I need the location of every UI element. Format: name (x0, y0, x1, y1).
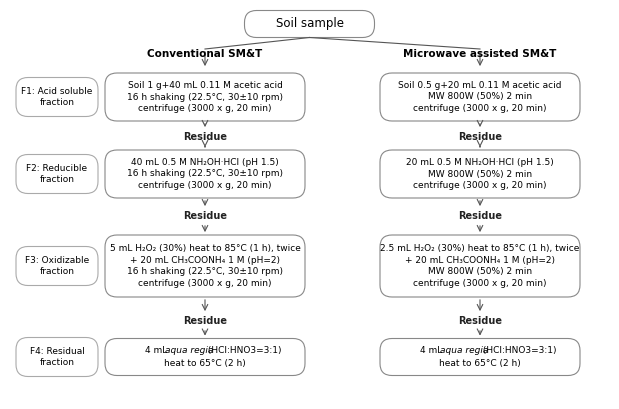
FancyBboxPatch shape (105, 235, 305, 297)
Text: MW 800W (50%) 2 min: MW 800W (50%) 2 min (428, 92, 532, 101)
Text: 40 mL 0.5 M NH₂OH·HCl (pH 1.5): 40 mL 0.5 M NH₂OH·HCl (pH 1.5) (131, 158, 279, 167)
Text: Soil 0.5 g+20 mL 0.11 M acetic acid: Soil 0.5 g+20 mL 0.11 M acetic acid (398, 81, 562, 90)
FancyBboxPatch shape (16, 247, 98, 285)
Text: centrifuge (3000 x g, 20 min): centrifuge (3000 x g, 20 min) (413, 181, 547, 190)
Text: F4: Residual
fraction: F4: Residual fraction (30, 346, 84, 367)
Text: F1: Acid soluble
fraction: F1: Acid soluble fraction (21, 87, 93, 108)
Text: centrifuge (3000 x g, 20 min): centrifuge (3000 x g, 20 min) (138, 181, 272, 190)
Text: MW 800W (50%) 2 min: MW 800W (50%) 2 min (428, 169, 532, 178)
FancyBboxPatch shape (380, 235, 580, 297)
FancyBboxPatch shape (245, 11, 374, 38)
Text: heat to 65°C (2 h): heat to 65°C (2 h) (164, 359, 246, 368)
FancyBboxPatch shape (105, 339, 305, 375)
Text: 16 h shaking (22.5°C, 30±10 rpm): 16 h shaking (22.5°C, 30±10 rpm) (127, 92, 283, 101)
Text: Residue: Residue (458, 132, 502, 142)
FancyBboxPatch shape (380, 73, 580, 121)
Text: + 20 mL CH₃COONH₄ 1 M (pH=2): + 20 mL CH₃COONH₄ 1 M (pH=2) (130, 256, 280, 265)
Text: Residue: Residue (183, 211, 227, 221)
Text: centrifuge (3000 x g, 20 min): centrifuge (3000 x g, 20 min) (138, 104, 272, 113)
Text: centrifuge (3000 x g, 20 min): centrifuge (3000 x g, 20 min) (138, 279, 272, 288)
Text: 4 mL: 4 mL (145, 346, 170, 355)
FancyBboxPatch shape (16, 155, 98, 193)
Text: + 20 mL CH₃COONH₄ 1 M (pH=2): + 20 mL CH₃COONH₄ 1 M (pH=2) (405, 256, 555, 265)
Text: aqua regia: aqua regia (165, 346, 213, 355)
Text: heat to 65°C (2 h): heat to 65°C (2 h) (439, 359, 521, 368)
Text: 16 h shaking (22.5°C, 30±10 rpm): 16 h shaking (22.5°C, 30±10 rpm) (127, 267, 283, 276)
Text: (HCl:HNO3=3:1): (HCl:HNO3=3:1) (205, 346, 282, 355)
Text: Soil sample: Soil sample (275, 18, 344, 31)
FancyBboxPatch shape (380, 150, 580, 198)
Text: Microwave assisted SM&T: Microwave assisted SM&T (404, 49, 556, 59)
Text: 2.5 mL H₂O₂ (30%) heat to 85°C (1 h), twice: 2.5 mL H₂O₂ (30%) heat to 85°C (1 h), tw… (380, 244, 579, 253)
Text: 5 mL H₂O₂ (30%) heat to 85°C (1 h), twice: 5 mL H₂O₂ (30%) heat to 85°C (1 h), twic… (110, 244, 300, 253)
FancyBboxPatch shape (16, 77, 98, 117)
Text: Residue: Residue (458, 211, 502, 221)
Text: 4 mL: 4 mL (420, 346, 444, 355)
Text: MW 800W (50%) 2 min: MW 800W (50%) 2 min (428, 267, 532, 276)
Text: Residue: Residue (183, 132, 227, 142)
Text: Conventional SM&T: Conventional SM&T (147, 49, 262, 59)
Text: 20 mL 0.5 M NH₂OH·HCl (pH 1.5): 20 mL 0.5 M NH₂OH·HCl (pH 1.5) (406, 158, 554, 167)
Text: (HCl:HNO3=3:1): (HCl:HNO3=3:1) (480, 346, 556, 355)
Text: 16 h shaking (22.5°C, 30±10 rpm): 16 h shaking (22.5°C, 30±10 rpm) (127, 169, 283, 178)
FancyBboxPatch shape (105, 150, 305, 198)
Text: Residue: Residue (183, 316, 227, 326)
FancyBboxPatch shape (380, 339, 580, 375)
Text: F3: Oxidizable
fraction: F3: Oxidizable fraction (25, 256, 89, 276)
Text: centrifuge (3000 x g, 20 min): centrifuge (3000 x g, 20 min) (413, 104, 547, 113)
Text: Soil 1 g+40 mL 0.11 M acetic acid: Soil 1 g+40 mL 0.11 M acetic acid (128, 81, 282, 90)
FancyBboxPatch shape (105, 73, 305, 121)
Text: centrifuge (3000 x g, 20 min): centrifuge (3000 x g, 20 min) (413, 279, 547, 288)
Text: F2: Reducible
fraction: F2: Reducible fraction (27, 164, 87, 184)
Text: aqua regia: aqua regia (439, 346, 488, 355)
FancyBboxPatch shape (16, 337, 98, 377)
Text: Residue: Residue (458, 316, 502, 326)
